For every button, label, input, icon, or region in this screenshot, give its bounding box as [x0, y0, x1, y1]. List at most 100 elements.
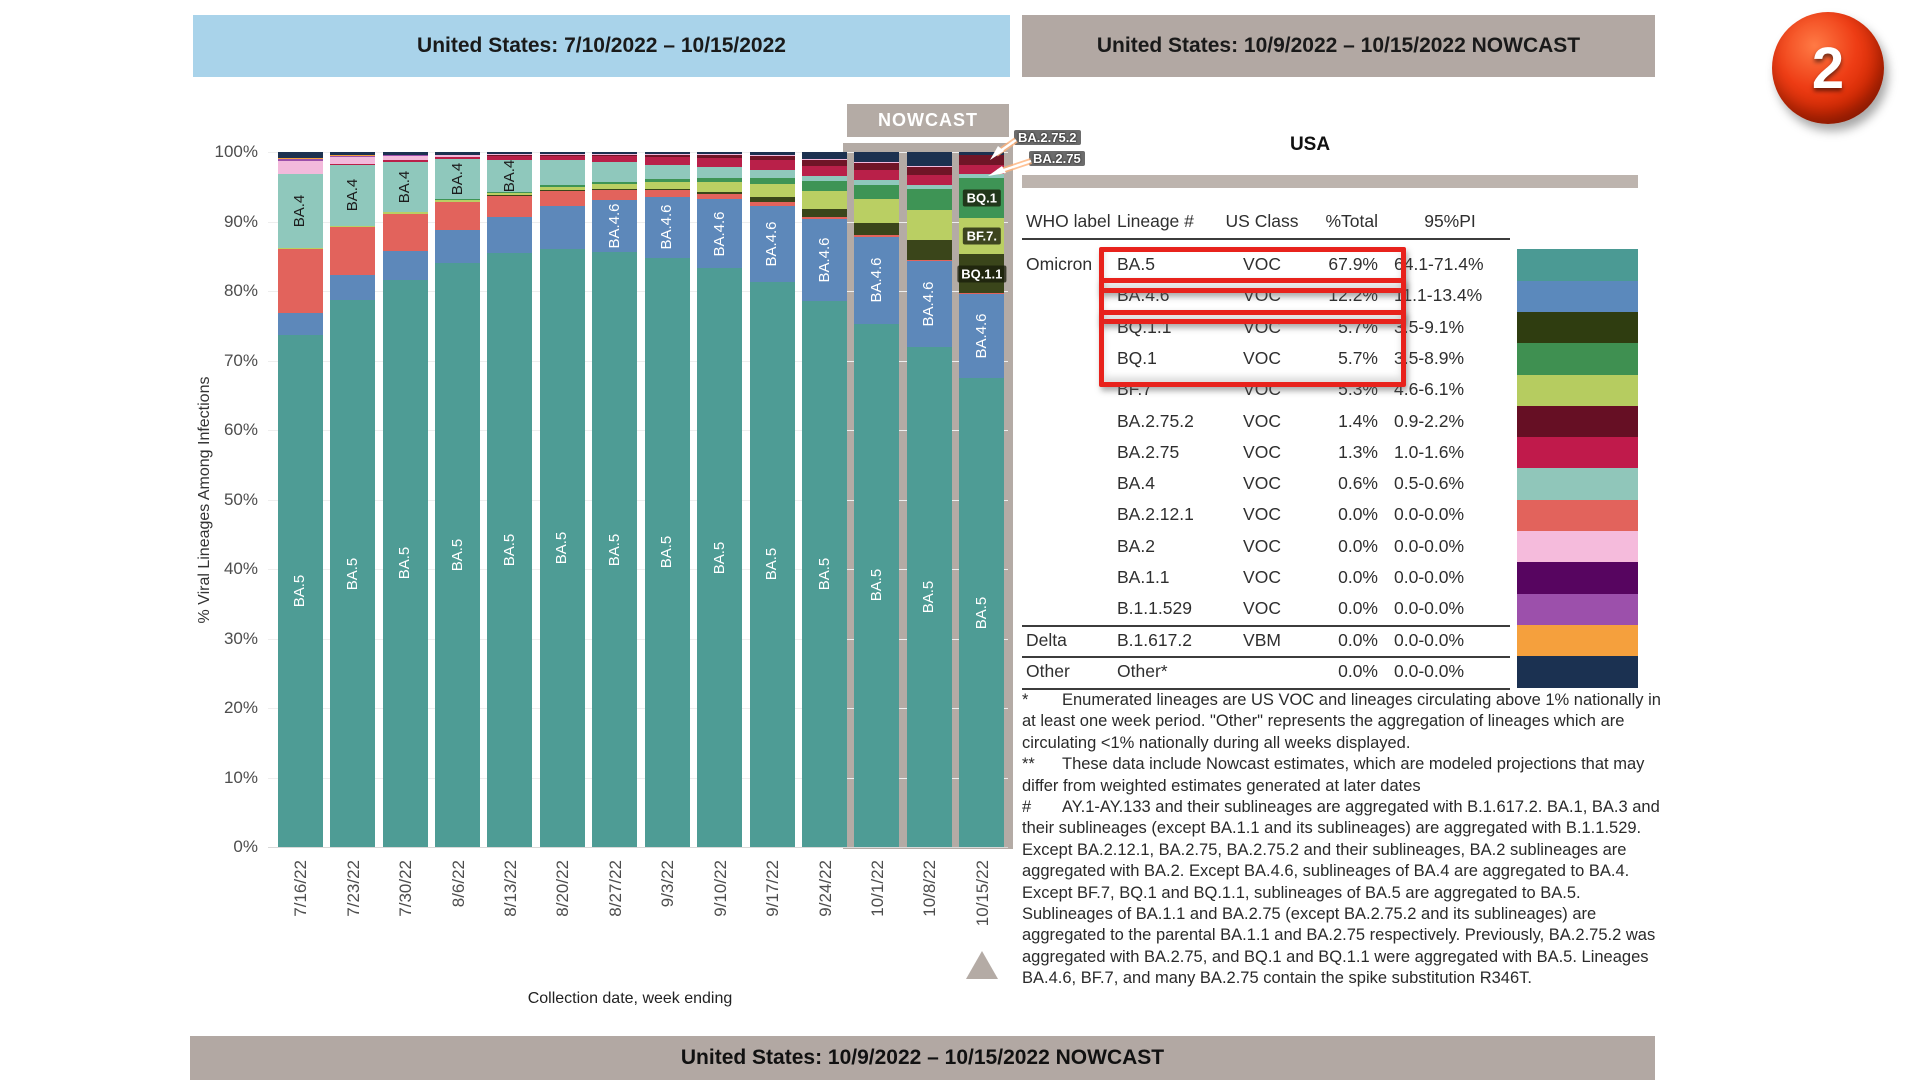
table-row-cell: 11.1-13.4%: [1394, 285, 1483, 306]
table-row-cell: Omicron: [1026, 254, 1093, 274]
bar-segment-Other: [959, 152, 1005, 156]
bar-segment-BA.2.12.1: [749, 202, 795, 206]
table-row-cell: Other: [1026, 660, 1070, 681]
bar-segment-BA.4: [487, 159, 533, 192]
x-axis-title: Collection date, week ending: [527, 990, 733, 1007]
highlight-box: [1099, 309, 1406, 387]
bar-segment-badge: BQ.1: [962, 189, 1001, 207]
bar-segment-label: BA.4.6: [763, 221, 781, 267]
bar-segment-BA.2: [487, 154, 533, 156]
bar-segment-BA.4: [697, 167, 743, 178]
bar-segment-BA.2.12.1: [330, 226, 376, 276]
bar-segment-BA.5: [382, 279, 428, 847]
bar-segment-BQ.1: [697, 177, 743, 182]
bar-segment-B.1.1.529: [330, 156, 376, 157]
gridline: [268, 777, 1008, 779]
bar-segment-BA.2.75: [382, 160, 428, 162]
table-row-cell: 3.5-8.9%: [1394, 347, 1465, 368]
bar-segment-label: BA.4.6: [972, 313, 990, 359]
footnotes: * Enumerated lineages are US VOC and line…: [1022, 690, 1664, 990]
bar-segment-Other: [487, 152, 533, 155]
table-row-cell: VBM: [1243, 629, 1281, 650]
bar-segment-BF.7: [697, 181, 743, 192]
bar-segment-BF.7: [435, 199, 480, 202]
bar-segment-BA.5: [539, 249, 585, 847]
lineage-color-swatch: [1517, 311, 1638, 345]
bar-segment-BA.2.75.2: [854, 162, 900, 171]
table-row-cell: 1.4%: [1338, 410, 1378, 431]
bar-segment-BQ.1.1: [802, 208, 847, 217]
y-tick-label: 20%: [223, 698, 258, 717]
bar-segment-BQ.1.1: [644, 188, 690, 191]
bar-segment-BA.2.12.1: [487, 195, 533, 217]
bar-segment-BF.7: [592, 183, 638, 189]
x-tick-label: 7/16/22: [291, 860, 311, 917]
bar-segment-B.1.1.529: [382, 155, 428, 157]
bar-segment-label: BA.5: [867, 569, 885, 602]
table-row-cell: B.1.617.2: [1117, 629, 1192, 650]
bar-segment-BA.2.75.2: [802, 159, 847, 166]
bar-segment-BA.4.6: [539, 205, 585, 250]
table-row-cell: 0.0%: [1338, 660, 1378, 681]
bar-segment-BA.4.6: [644, 197, 690, 258]
lineage-color-swatch: [1517, 593, 1638, 626]
bar-segment-BA.2: [277, 161, 323, 175]
gridline: [268, 499, 1008, 501]
table-row-cell: 0.9-2.2%: [1394, 410, 1465, 431]
table-row-cell: 0.0-0.0%: [1394, 660, 1465, 681]
gridline: [268, 360, 1008, 362]
footnote-marker: #: [1022, 798, 1032, 817]
bar-segment-BA.2.75.2: [959, 155, 1005, 166]
gridline: [268, 638, 1008, 640]
table-row-cell: 0.0-0.0%: [1394, 567, 1465, 587]
bar-segment-BA.2.75.2: [697, 154, 743, 159]
bar-segment-BA.2.75: [959, 165, 1005, 175]
callout-ba275-label: BA.2.75: [1029, 151, 1085, 166]
bar-segment-BA.2.12.1: [959, 293, 1005, 295]
table-row-cell: 3.5-9.1%: [1394, 316, 1465, 337]
bar-segment-BA.5: [435, 263, 480, 847]
bar-segment-BQ.1.1: [854, 222, 900, 236]
bar-segment-label: BA.5: [658, 536, 676, 569]
table-row-cell: BA.1.1: [1117, 567, 1170, 587]
column-header: %Total: [1325, 211, 1378, 231]
bar-segment-BA.2.75.2: [749, 155, 795, 161]
y-tick-label: 50%: [223, 489, 258, 509]
bar-segment-BA.2: [382, 156, 428, 161]
bar-segment-BA.5: [906, 347, 952, 847]
bar-segment-BA.4: [330, 164, 376, 227]
x-tick-label: 9/10/22: [710, 860, 730, 917]
bar-segment-BF.7: [749, 183, 795, 198]
bar-segment-label: BA.4: [500, 159, 518, 192]
bar-segment-BQ.1.1: [697, 191, 743, 195]
bar-segment-BF.7: [644, 181, 690, 189]
lineage-color-swatch: [1517, 468, 1638, 501]
bar-segment-BA.2.12.1: [802, 216, 847, 219]
bar-segment-BA.4.6: [906, 260, 952, 348]
bar-segment-BQ.1: [592, 181, 638, 184]
table-row-cell: 0.0-0.0%: [1394, 598, 1465, 619]
bar-segment-BA.4.6: [277, 312, 323, 335]
bar-segment-BA.5: [697, 268, 743, 847]
bar-segment-BQ.1.1: [539, 190, 585, 191]
left-chart-header: United States: 7/10/2022 – 10/15/2022: [193, 15, 1010, 77]
bar-segment-BA.2.75: [697, 158, 743, 168]
table-row-cell: 0.0%: [1338, 504, 1378, 525]
y-tick-label: 80%: [223, 281, 258, 300]
nowcast-label: NOWCAST: [847, 104, 1009, 137]
x-tick-label: 7/23/22: [343, 860, 363, 917]
x-tick-label: 9/17/22: [763, 860, 783, 917]
bar-segment-BA.2.75: [330, 163, 376, 165]
bar-segment-BQ.1: [539, 185, 585, 187]
y-tick-label: 40%: [223, 559, 258, 578]
bar-segment-BA.2.75: [644, 156, 690, 165]
bar-segment-BA.5: [959, 378, 1005, 847]
bar-segment-label: BA.5: [500, 533, 518, 567]
bar-segment-BA.5: [749, 281, 795, 847]
table-row-cell: VOC: [1243, 567, 1281, 587]
region-title: USA: [1289, 134, 1331, 155]
table-row-cell: 1.3%: [1338, 441, 1378, 462]
table-row-cell: 0.0-0.0%: [1394, 535, 1465, 556]
lineage-color-swatch: [1517, 562, 1638, 595]
table-row-cell: VOC: [1243, 504, 1281, 525]
